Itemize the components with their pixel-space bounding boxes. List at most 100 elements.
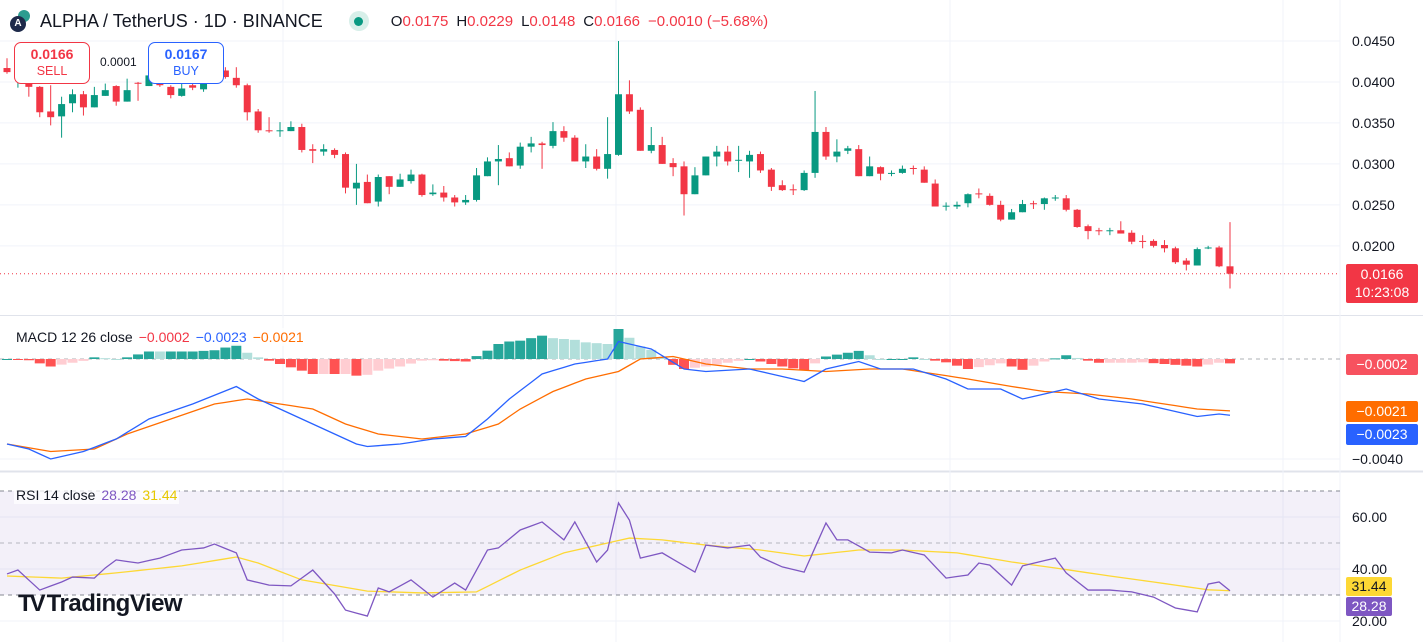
tradingview-logo[interactable]: TV TradingView [18,590,183,618]
macd-histogram-bar [231,344,242,359]
low-value: 0.0148 [529,12,576,30]
macd-histogram-bar [395,359,406,367]
candle-body [615,94,622,155]
candle-body [1150,240,1158,246]
candle-body [702,156,710,176]
macd-histogram-bar [569,339,580,359]
macd-histogram-bar [460,359,471,362]
macd-pane[interactable] [0,329,1340,460]
open-label: O [390,12,403,30]
candle [920,166,928,183]
candle [778,180,786,191]
price-pane[interactable] [0,40,1340,289]
candle-body [1139,240,1147,242]
macd-legend[interactable]: MACD 12 26 close −0.0002 −0.0023 −0.0021 [14,328,306,346]
candle [735,145,743,173]
last-price: 0.0166 [1360,266,1404,282]
candle [440,186,448,202]
candle [833,139,841,163]
macd-histogram-bar [1225,359,1235,364]
macd-histogram-bar [613,329,624,359]
candle-body [90,95,98,108]
candle-body [975,193,983,195]
candle [385,176,393,195]
candle-body [1019,204,1027,213]
sell-label: SELL [36,64,68,78]
symbol-title[interactable]: ALPHA / TetherUS · 1D · BINANCE [40,10,323,31]
low-label: L [521,12,530,30]
candle-body [877,167,885,174]
sell-price: 0.0166 [30,46,74,62]
candle-body [473,175,481,200]
macd-histogram-bar [526,338,537,359]
macd-histogram-bar [766,359,777,364]
macd-histogram-bar [624,337,635,359]
rsi-pane[interactable] [0,490,1340,617]
candle [1117,221,1125,234]
candle [756,151,764,173]
market-open-status-icon[interactable] [348,11,369,31]
candle [494,145,502,186]
high-value: 0.0229 [467,12,514,30]
macd-histogram-bar [864,355,875,359]
tradingview-mark-icon: TV [18,590,46,617]
candle-body [767,169,775,187]
macd-histogram-bar [34,359,45,364]
candle-body [1171,248,1179,263]
candle-body [1106,230,1114,232]
macd-histogram-bar [471,356,482,359]
candle [931,179,939,207]
candle-body [669,163,677,168]
candle [451,195,459,207]
macd-histogram-bar [318,359,329,374]
macd-histogram-bar [176,351,187,359]
candle [811,90,819,178]
candle [462,195,470,205]
candle-body [1051,197,1059,199]
macd-histogram-bar [253,357,264,359]
candle [276,122,284,137]
rsi-line [6,501,1231,617]
macd-histogram-bar [744,359,755,360]
macd-histogram-bar [23,359,34,361]
candle [134,81,142,101]
rsi-axis-label: 28.28 [1346,597,1392,616]
macd-histogram-bar [941,359,952,363]
candle-body [47,111,55,118]
candle-body [582,156,590,162]
macd-histogram-bar [755,359,766,362]
macd-histogram-bar [416,359,427,361]
rsi-legend[interactable]: RSI 14 close 28.28 31.44 [14,486,180,504]
candle [658,136,666,164]
sell-button[interactable]: 0.0166 SELL [14,42,90,84]
tradingview-wordmark: TradingView [46,590,183,617]
macd-histogram-bar [831,354,842,359]
macd-histogram-bar [209,350,220,359]
candle-body [538,143,546,146]
price-axis[interactable]: 0.0450 0.0400 0.0350 0.0300 0.0250 0.0200 −0.0… [1352,33,1403,629]
ohlc-values: O0.0175 H0.0229 L0.0148 C0.0166 −0.0010 … [391,13,768,30]
candle-body [36,86,44,113]
candle [1128,230,1136,245]
buy-button[interactable]: 0.0167 BUY [148,42,224,84]
candle-body [494,158,502,162]
candle [538,141,546,169]
macd-histogram-bar [722,359,733,363]
candle-body [593,156,601,169]
rsi-tick-label: 20.00 [1352,613,1387,629]
candle [298,123,306,153]
candle [986,193,994,206]
candle-body [604,154,612,169]
rsi-band [0,491,1340,595]
candle [287,121,295,132]
macd-signal-value: −0.0021 [252,329,304,345]
candle-body [986,195,994,205]
macd-line-value: −0.0023 [195,329,247,345]
macd-histogram-bar [733,359,744,361]
macd-histogram-bar [143,351,154,359]
candle-body [25,82,33,87]
candle-body [625,94,633,112]
change-value: −0.0010 (−5.68%) [648,12,769,30]
candle-body [789,189,797,191]
